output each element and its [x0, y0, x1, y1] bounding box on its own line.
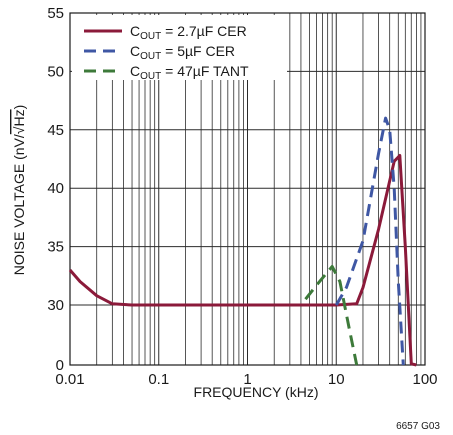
x-axis-label: FREQUENCY (kHz) — [194, 384, 319, 400]
y-tick-label: 30 — [47, 297, 64, 314]
x-tick-label: 100 — [412, 371, 437, 388]
svg-text:NOISE VOLTAGE (nV/√Hz): NOISE VOLTAGE (nV/√Hz) — [11, 105, 27, 276]
x-tick-label: 10 — [328, 371, 345, 388]
legend-label-2: COUT = 5µF CER — [130, 43, 235, 62]
legend-label-3: COUT = 47µF TANT — [130, 63, 249, 82]
y-axis-label-close: ) — [11, 105, 27, 110]
x-tick-label: 0.01 — [55, 371, 84, 388]
y-tick-label: 45 — [47, 122, 64, 139]
figure-footnote: 6657 G03 — [396, 421, 440, 432]
series-layer — [68, 116, 417, 367]
y-tick-label: 0 — [56, 357, 64, 374]
plot-border — [69, 12, 426, 366]
y-tick-label: 55 — [47, 5, 64, 22]
plot-frame — [69, 12, 426, 366]
y-tick-label: 35 — [47, 239, 64, 256]
y-axis-label-main: NOISE VOLTAGE (nV/ — [11, 134, 27, 275]
legend-background — [72, 15, 287, 80]
y-tick-labels: 0 30 35 40 45 50 55 — [47, 5, 64, 374]
x-tick-labels: 0.01 0.1 1 10 100 — [55, 371, 437, 388]
y-axis-label-sqrt: √Hz — [11, 109, 27, 134]
x-tick-label: 1 — [243, 371, 251, 388]
series-line-2 — [335, 116, 405, 366]
y-tick-label: 40 — [47, 180, 64, 197]
y-axis-label: NOISE VOLTAGE (nV/√Hz) — [11, 105, 27, 276]
series-line-1 — [68, 154, 417, 367]
legend-label-1: COUT = 2.7µF CER — [130, 23, 247, 42]
y-tick-label: 50 — [47, 63, 64, 80]
x-tick-label: 0.1 — [148, 371, 169, 388]
